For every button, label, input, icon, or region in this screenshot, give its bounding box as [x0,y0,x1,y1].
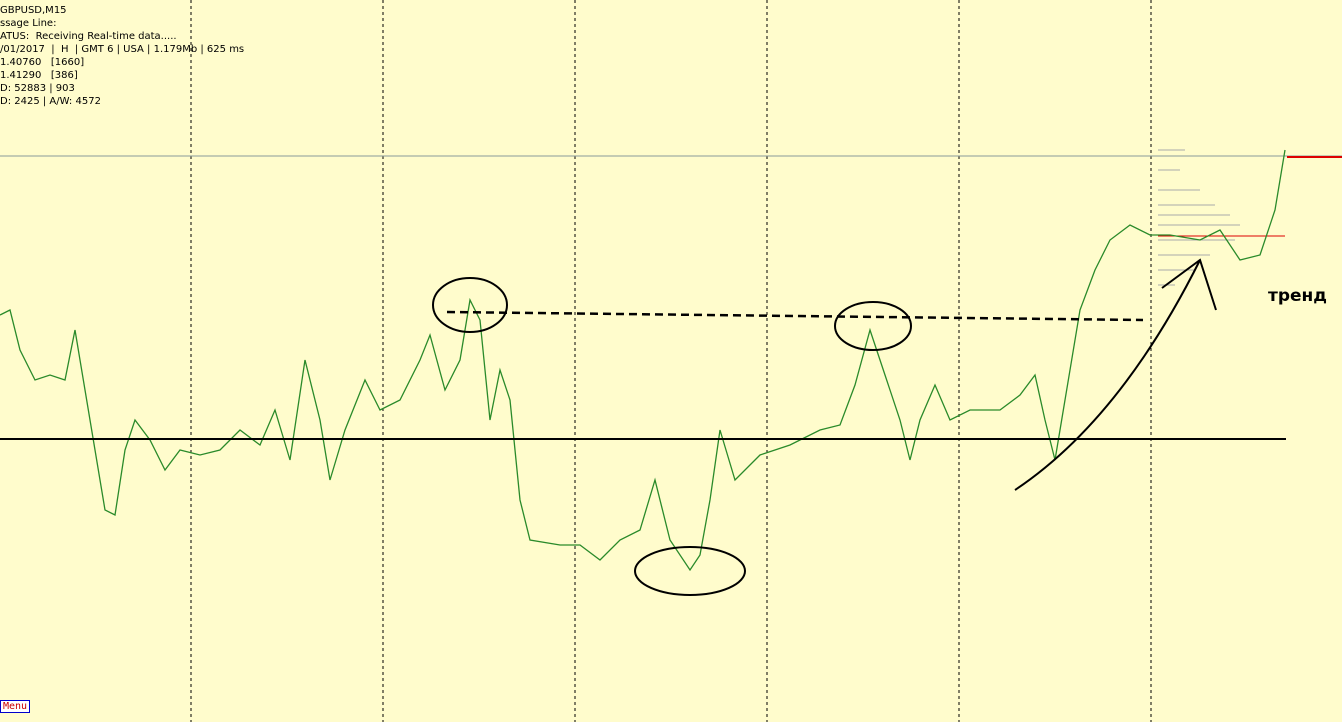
price-series [0,149,1286,572]
trend-label: тренд [1268,286,1328,306]
info-line: /01/2017 | H | GMT 6 | USA | 1.179Mb | 6… [0,44,245,55]
info-panel: GBPUSD,M15 ssage Line: ATUS: Receiving Rea… [0,4,244,108]
menu-button[interactable]: Menu [0,700,31,713]
annotations [432,258,1217,596]
info-line: D: 52883 | 903 [0,83,75,94]
resistance-line [446,310,1144,322]
info-line: 1.41290 [386] [0,70,78,81]
volume-profile [1158,149,1240,286]
info-line: ATUS: Receiving Real-time data..... [0,31,177,42]
info-line: GBPUSD,M15 [0,5,67,16]
info-line: 1.40760 [1660] [0,57,85,68]
info-line: D: 2425 | A/W: 4572 [0,96,101,107]
info-line: ssage Line: [0,18,57,29]
grid [190,0,1152,722]
